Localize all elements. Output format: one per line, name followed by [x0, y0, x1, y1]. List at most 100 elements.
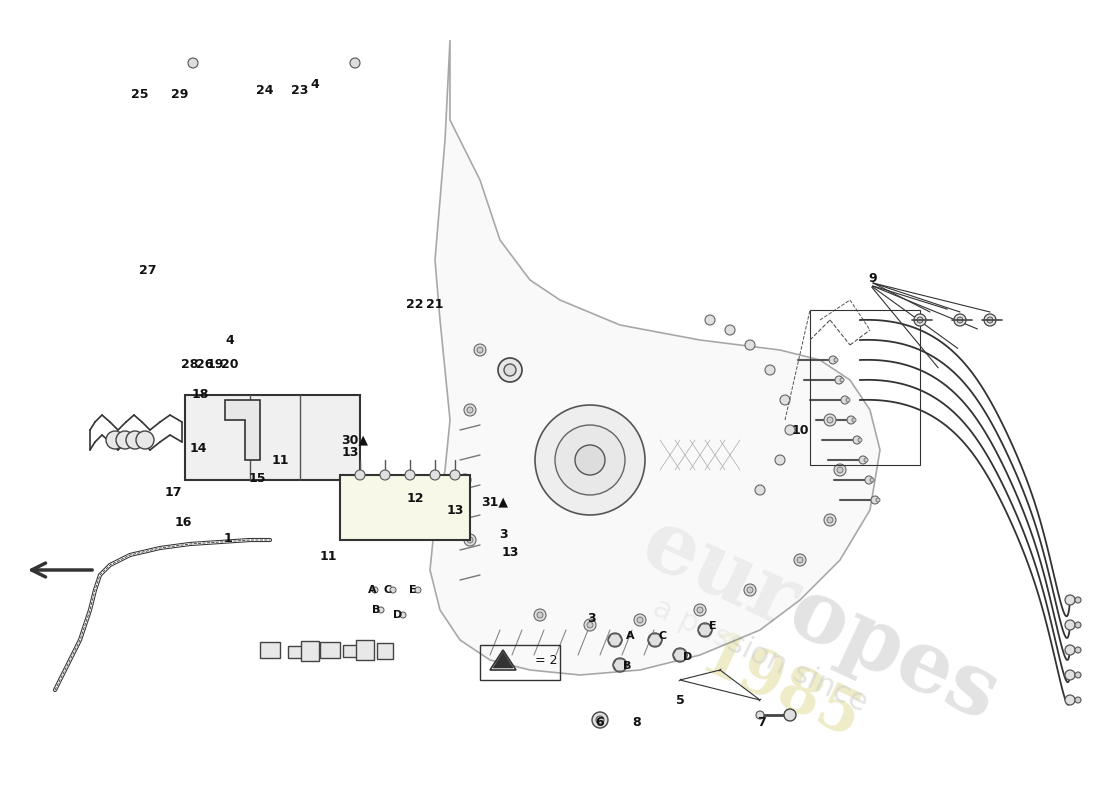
Text: 10: 10	[791, 423, 808, 437]
Circle shape	[575, 445, 605, 475]
Circle shape	[824, 514, 836, 526]
Bar	[356, 640, 374, 660]
Circle shape	[126, 431, 144, 449]
Circle shape	[870, 478, 874, 482]
Circle shape	[847, 416, 855, 424]
Circle shape	[1075, 672, 1081, 678]
Text: A: A	[626, 631, 635, 641]
Circle shape	[824, 414, 836, 426]
Circle shape	[798, 557, 803, 563]
Text: 19: 19	[207, 358, 223, 371]
Text: 29: 29	[172, 89, 189, 102]
Circle shape	[917, 317, 923, 323]
Circle shape	[379, 470, 390, 480]
Circle shape	[852, 436, 861, 444]
Text: 7: 7	[758, 717, 767, 730]
Text: C: C	[384, 585, 392, 595]
Text: 13: 13	[502, 546, 519, 558]
Circle shape	[784, 709, 796, 721]
Text: 13: 13	[447, 503, 464, 517]
Bar	[301, 641, 319, 661]
Circle shape	[350, 58, 360, 68]
Circle shape	[116, 431, 134, 449]
Bar	[320, 642, 340, 658]
Text: 30▲: 30▲	[341, 434, 368, 446]
Circle shape	[584, 619, 596, 631]
Circle shape	[498, 358, 522, 382]
Bar	[480, 645, 560, 680]
Text: C: C	[659, 631, 667, 641]
Circle shape	[827, 417, 833, 423]
Circle shape	[390, 587, 396, 593]
Text: 16: 16	[174, 515, 191, 529]
Text: 11: 11	[272, 454, 288, 466]
Text: 24: 24	[256, 83, 274, 97]
Circle shape	[587, 622, 593, 628]
Circle shape	[464, 534, 476, 546]
Circle shape	[400, 612, 406, 618]
Circle shape	[613, 658, 627, 672]
Bar	[810, 310, 920, 465]
Bar	[377, 643, 393, 659]
Circle shape	[842, 396, 849, 404]
Text: B: B	[372, 605, 381, 615]
Text: B: B	[623, 661, 631, 671]
Circle shape	[468, 407, 473, 413]
Circle shape	[1065, 695, 1075, 705]
Circle shape	[464, 404, 476, 416]
Text: 25: 25	[131, 89, 149, 102]
Circle shape	[450, 470, 460, 480]
Circle shape	[725, 325, 735, 335]
Text: 9: 9	[869, 271, 878, 285]
Bar	[288, 646, 302, 658]
Circle shape	[957, 317, 962, 323]
Circle shape	[1075, 622, 1081, 628]
Circle shape	[592, 712, 608, 728]
Circle shape	[954, 314, 966, 326]
Circle shape	[634, 614, 646, 626]
Circle shape	[537, 612, 543, 618]
Bar	[343, 645, 358, 657]
Text: D: D	[683, 652, 693, 662]
Circle shape	[637, 617, 644, 623]
Circle shape	[747, 587, 754, 593]
Circle shape	[785, 425, 795, 435]
Text: 3: 3	[498, 529, 507, 542]
Circle shape	[372, 587, 378, 593]
Text: A: A	[367, 585, 376, 595]
Circle shape	[834, 358, 838, 362]
Circle shape	[914, 314, 926, 326]
Circle shape	[474, 344, 486, 356]
Text: 14: 14	[189, 442, 207, 454]
Text: 15: 15	[249, 471, 266, 485]
Circle shape	[984, 314, 996, 326]
Text: 28: 28	[182, 358, 199, 371]
Text: 31▲: 31▲	[482, 495, 508, 509]
Text: 27: 27	[140, 263, 156, 277]
Circle shape	[835, 376, 843, 384]
Circle shape	[755, 485, 764, 495]
Text: 20: 20	[221, 358, 239, 371]
Bar	[185, 395, 360, 480]
Circle shape	[556, 425, 625, 495]
Circle shape	[430, 470, 440, 480]
Circle shape	[698, 623, 712, 637]
Circle shape	[865, 476, 873, 484]
Circle shape	[188, 58, 198, 68]
Circle shape	[697, 607, 703, 613]
Circle shape	[987, 317, 993, 323]
Circle shape	[864, 458, 868, 462]
Circle shape	[1065, 595, 1075, 605]
Circle shape	[534, 609, 546, 621]
Circle shape	[1075, 597, 1081, 603]
Text: 21: 21	[427, 298, 443, 311]
Circle shape	[827, 517, 833, 523]
Circle shape	[1075, 647, 1081, 653]
Circle shape	[829, 356, 837, 364]
Circle shape	[694, 604, 706, 616]
Circle shape	[756, 711, 764, 719]
Circle shape	[794, 554, 806, 566]
Circle shape	[673, 648, 688, 662]
Text: 23: 23	[292, 83, 309, 97]
Circle shape	[705, 315, 715, 325]
